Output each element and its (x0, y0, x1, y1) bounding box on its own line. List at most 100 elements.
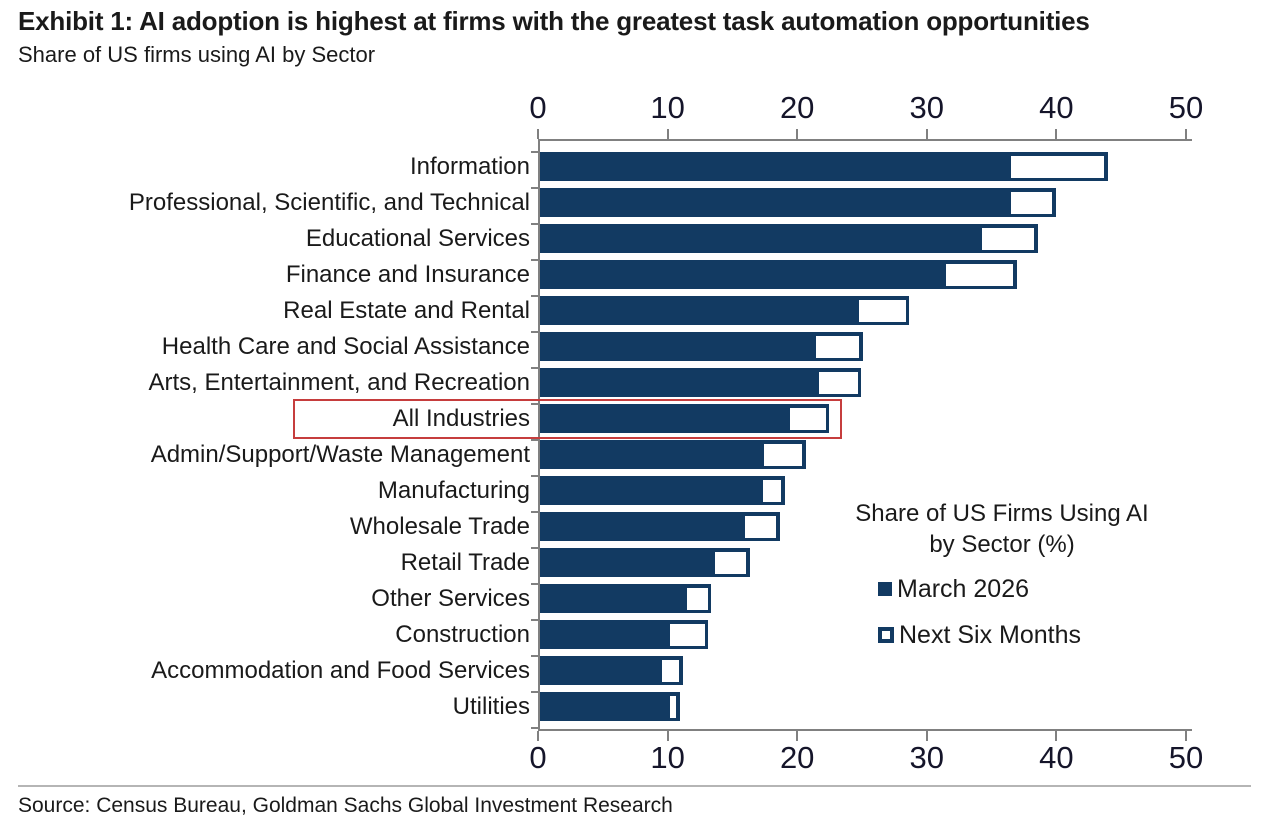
outlined-square-icon (878, 626, 894, 643)
category-label: Manufacturing (377, 477, 530, 504)
category-tick (531, 691, 538, 693)
filled-square-icon (878, 581, 892, 596)
bar-march-2026 (540, 296, 910, 325)
x-tick-top (1185, 129, 1187, 139)
all-industries-highlight-box (293, 399, 842, 439)
category-tick (531, 439, 538, 441)
legend-item-label: March 2026 (897, 575, 1030, 604)
category-tick (531, 727, 538, 729)
bar-segment-next-six-months (669, 623, 705, 646)
category-label: Utilities (452, 693, 530, 720)
footer-divider (18, 785, 1251, 787)
x-tick-label-bottom: 0 (529, 740, 547, 775)
bar-march-2026 (540, 512, 780, 541)
bar-march-2026 (540, 224, 1038, 253)
category-label: Retail Trade (400, 549, 530, 576)
x-tick-label-bottom: 40 (1039, 740, 1074, 775)
bar-segment-next-six-months (790, 407, 826, 430)
legend-title-line2: by Sector (%) (929, 531, 1075, 558)
category-tick (531, 223, 538, 225)
exhibit-title: Exhibit 1: AI adoption is highest at fir… (18, 6, 1090, 36)
bar-march-2026 (540, 620, 709, 649)
bar-segment-next-six-months (982, 227, 1035, 250)
x-tick-label-bottom: 10 (650, 740, 685, 775)
category-tick (531, 655, 538, 657)
bar-march-2026 (540, 656, 683, 685)
bar-segment-next-six-months (945, 263, 1014, 286)
y-axis (538, 139, 540, 731)
category-tick (531, 511, 538, 513)
x-tick-label-bottom: 50 (1168, 740, 1204, 775)
bar-segment-next-six-months (744, 515, 777, 538)
category-label: Accommodation and Food Services (151, 657, 530, 684)
category-tick (531, 619, 538, 621)
chart-legend: Share of US Firms Using AI by Sector (%)… (816, 498, 1188, 652)
x-tick-top (1055, 129, 1058, 139)
category-label: Admin/Support/Waste Management (150, 441, 530, 468)
x-tick-label-top: 40 (1039, 90, 1074, 125)
bar-march-2026 (540, 548, 750, 577)
category-tick (531, 475, 538, 477)
x-tick-label-bottom: 20 (779, 740, 815, 775)
source-text: Source: Census Bureau, Goldman Sachs Glo… (18, 794, 673, 817)
bar-segment-next-six-months (1010, 191, 1053, 214)
x-tick-bottom (666, 731, 669, 741)
x-tick-label-top: 50 (1168, 90, 1204, 125)
bar-segment-next-six-months (858, 299, 906, 322)
category-label: Arts, Entertainment, and Recreation (148, 369, 530, 396)
bar-segment-next-six-months (816, 335, 860, 358)
bar-segment-next-six-months (1010, 155, 1105, 178)
bar-segment-next-six-months (661, 659, 680, 682)
legend-item-label: Next Six Months (899, 621, 1082, 650)
x-tick-top (925, 129, 928, 139)
x-tick-bottom (1055, 731, 1058, 741)
category-tick (531, 259, 538, 261)
legend-items: March 2026 Next Six Months (816, 575, 1188, 652)
bar-march-2026 (540, 692, 680, 721)
category-label: Health Care and Social Assistance (161, 333, 530, 360)
x-tick-label-bottom: 30 (909, 740, 945, 775)
x-tick-bottom (925, 731, 928, 741)
x-tick-label-top: 0 (529, 90, 547, 125)
bar-march-2026 (540, 584, 712, 613)
category-label: Real Estate and Rental (283, 297, 530, 324)
category-tick (531, 367, 538, 369)
x-tick-bottom (1185, 731, 1187, 741)
bar-march-2026 (540, 404, 829, 433)
category-tick (531, 403, 538, 405)
x-tick-label-top: 20 (779, 90, 815, 125)
bar-segment-next-six-months (818, 371, 858, 394)
category-label: Educational Services (305, 225, 530, 252)
bar-march-2026 (540, 332, 863, 361)
category-label: Wholesale Trade (349, 513, 530, 540)
category-tick (531, 295, 538, 297)
legend-title-line1: Share of US Firms Using AI (855, 500, 1149, 527)
category-label: Construction (395, 621, 530, 648)
category-label: Information (409, 153, 530, 180)
category-label: Professional, Scientific, and Technical (128, 189, 530, 216)
bar-march-2026 (540, 152, 1108, 181)
bar-segment-next-six-months (686, 587, 708, 610)
category-tick (531, 583, 538, 585)
category-tick (531, 547, 538, 549)
x-tick-label-top: 30 (909, 90, 945, 125)
category-label: Finance and Insurance (285, 261, 530, 288)
bar-march-2026 (540, 368, 862, 397)
bar-march-2026 (540, 188, 1056, 217)
bar-march-2026 (540, 260, 1017, 289)
x-tick-top (537, 129, 539, 139)
bar-segment-next-six-months (715, 551, 747, 574)
bar-segment-next-six-months (763, 479, 782, 502)
legend-item-next-six-months: Next Six Months (878, 621, 1188, 652)
x-tick-label-top: 10 (650, 90, 685, 125)
bar-segment-next-six-months (669, 695, 677, 718)
exhibit-subtitle: Share of US firms using AI by Sector (18, 42, 376, 67)
x-tick-bottom (537, 731, 539, 741)
x-axis-bottom (538, 729, 1192, 731)
legend-item-march-2026: March 2026 (878, 575, 1188, 606)
x-axis-top (538, 139, 1192, 141)
bar-march-2026 (540, 440, 806, 469)
bar-segment-next-six-months (764, 443, 803, 466)
